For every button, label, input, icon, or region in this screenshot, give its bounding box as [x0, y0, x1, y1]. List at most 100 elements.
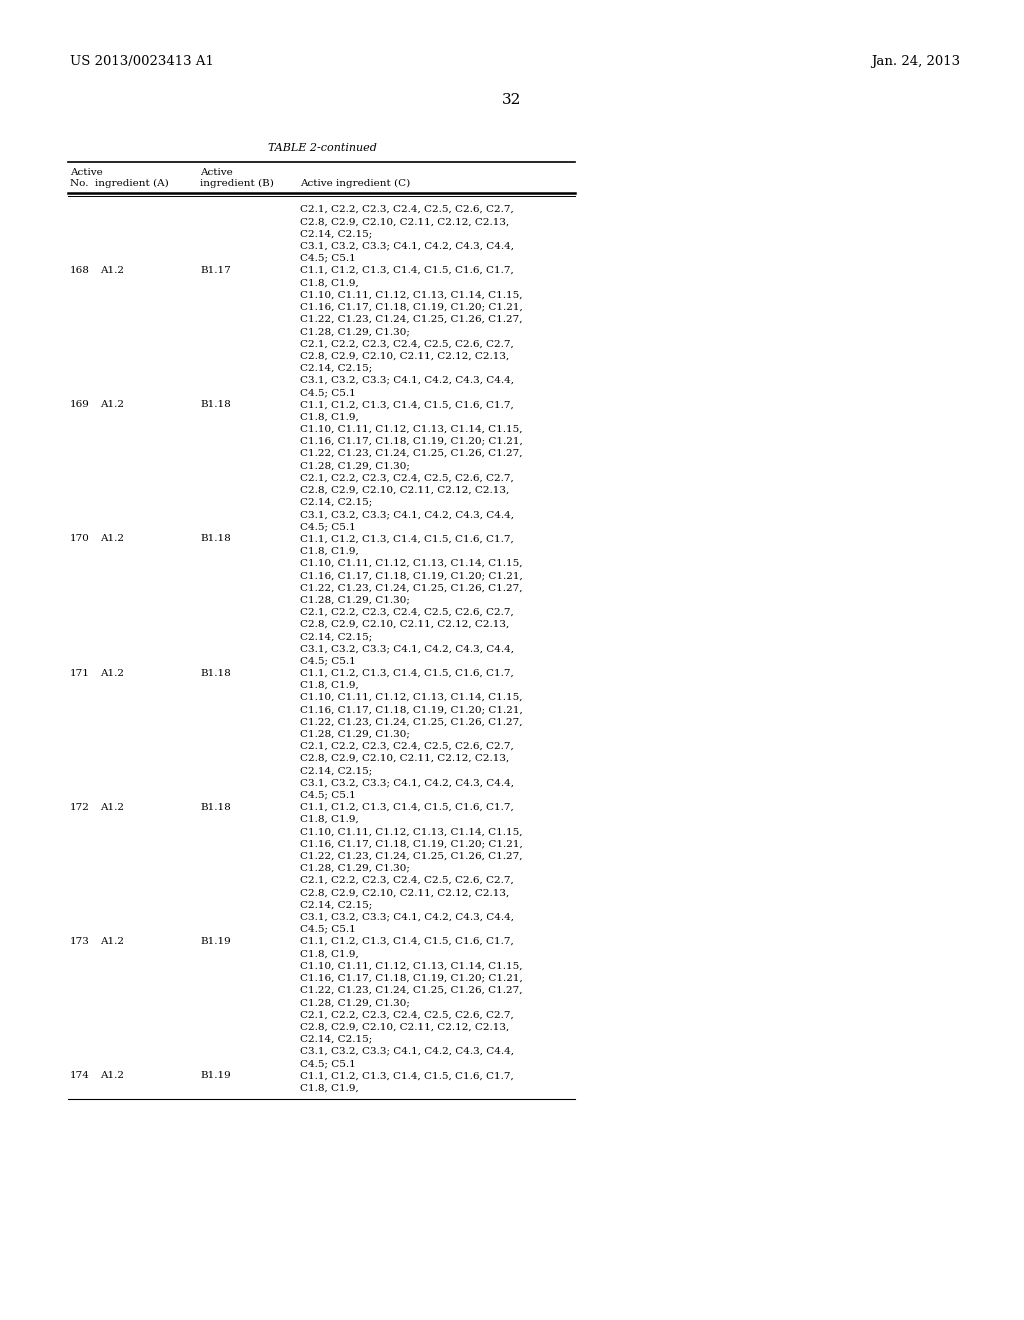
Text: C1.16, C1.17, C1.18, C1.19, C1.20; C1.21,: C1.16, C1.17, C1.18, C1.19, C1.20; C1.21… [300, 572, 522, 579]
Text: C1.22, C1.23, C1.24, C1.25, C1.26, C1.27,: C1.22, C1.23, C1.24, C1.25, C1.26, C1.27… [300, 583, 522, 593]
Text: 171: 171 [70, 669, 90, 677]
Text: B1.17: B1.17 [200, 267, 230, 275]
Text: C1.1, C1.2, C1.3, C1.4, C1.5, C1.6, C1.7,: C1.1, C1.2, C1.3, C1.4, C1.5, C1.6, C1.7… [300, 267, 514, 275]
Text: C1.28, C1.29, C1.30;: C1.28, C1.29, C1.30; [300, 327, 410, 337]
Text: 173: 173 [70, 937, 90, 946]
Text: C1.22, C1.23, C1.24, C1.25, C1.26, C1.27,: C1.22, C1.23, C1.24, C1.25, C1.26, C1.27… [300, 449, 522, 458]
Text: C1.10, C1.11, C1.12, C1.13, C1.14, C1.15,: C1.10, C1.11, C1.12, C1.13, C1.14, C1.15… [300, 558, 522, 568]
Text: C1.10, C1.11, C1.12, C1.13, C1.14, C1.15,: C1.10, C1.11, C1.12, C1.13, C1.14, C1.15… [300, 425, 522, 433]
Text: Active: Active [200, 168, 232, 177]
Text: C4.5; C5.1: C4.5; C5.1 [300, 253, 355, 263]
Text: C2.1, C2.2, C2.3, C2.4, C2.5, C2.6, C2.7,: C2.1, C2.2, C2.3, C2.4, C2.5, C2.6, C2.7… [300, 339, 514, 348]
Text: C3.1, C3.2, C3.3; C4.1, C4.2, C4.3, C4.4,: C3.1, C3.2, C3.3; C4.1, C4.2, C4.3, C4.4… [300, 1047, 514, 1056]
Text: C1.22, C1.23, C1.24, C1.25, C1.26, C1.27,: C1.22, C1.23, C1.24, C1.25, C1.26, C1.27… [300, 314, 522, 323]
Text: B1.18: B1.18 [200, 535, 230, 544]
Text: B1.18: B1.18 [200, 669, 230, 677]
Text: C1.10, C1.11, C1.12, C1.13, C1.14, C1.15,: C1.10, C1.11, C1.12, C1.13, C1.14, C1.15… [300, 693, 522, 702]
Text: B1.18: B1.18 [200, 803, 230, 812]
Text: C1.8, C1.9,: C1.8, C1.9, [300, 279, 358, 288]
Text: C1.16, C1.17, C1.18, C1.19, C1.20; C1.21,: C1.16, C1.17, C1.18, C1.19, C1.20; C1.21… [300, 437, 522, 446]
Text: A1.2: A1.2 [100, 669, 124, 677]
Text: C3.1, C3.2, C3.3; C4.1, C4.2, C4.3, C4.4,: C3.1, C3.2, C3.3; C4.1, C4.2, C4.3, C4.4… [300, 510, 514, 519]
Text: C1.8, C1.9,: C1.8, C1.9, [300, 1084, 358, 1093]
Text: C4.5; C5.1: C4.5; C5.1 [300, 388, 355, 397]
Text: Jan. 24, 2013: Jan. 24, 2013 [870, 55, 961, 69]
Text: C1.28, C1.29, C1.30;: C1.28, C1.29, C1.30; [300, 863, 410, 873]
Text: C1.16, C1.17, C1.18, C1.19, C1.20; C1.21,: C1.16, C1.17, C1.18, C1.19, C1.20; C1.21… [300, 705, 522, 714]
Text: C1.16, C1.17, C1.18, C1.19, C1.20; C1.21,: C1.16, C1.17, C1.18, C1.19, C1.20; C1.21… [300, 974, 522, 982]
Text: C2.8, C2.9, C2.10, C2.11, C2.12, C2.13,: C2.8, C2.9, C2.10, C2.11, C2.12, C2.13, [300, 351, 509, 360]
Text: C4.5; C5.1: C4.5; C5.1 [300, 656, 355, 665]
Text: C2.1, C2.2, C2.3, C2.4, C2.5, C2.6, C2.7,: C2.1, C2.2, C2.3, C2.4, C2.5, C2.6, C2.7… [300, 876, 514, 884]
Text: C2.8, C2.9, C2.10, C2.11, C2.12, C2.13,: C2.8, C2.9, C2.10, C2.11, C2.12, C2.13, [300, 1023, 509, 1031]
Text: C3.1, C3.2, C3.3; C4.1, C4.2, C4.3, C4.4,: C3.1, C3.2, C3.3; C4.1, C4.2, C4.3, C4.4… [300, 779, 514, 788]
Text: C4.5; C5.1: C4.5; C5.1 [300, 791, 355, 800]
Text: US 2013/0023413 A1: US 2013/0023413 A1 [70, 55, 214, 69]
Text: Active ingredient (C): Active ingredient (C) [300, 180, 411, 189]
Text: C2.14, C2.15;: C2.14, C2.15; [300, 363, 373, 372]
Text: C3.1, C3.2, C3.3; C4.1, C4.2, C4.3, C4.4,: C3.1, C3.2, C3.3; C4.1, C4.2, C4.3, C4.4… [300, 242, 514, 251]
Text: C1.22, C1.23, C1.24, C1.25, C1.26, C1.27,: C1.22, C1.23, C1.24, C1.25, C1.26, C1.27… [300, 717, 522, 726]
Text: A1.2: A1.2 [100, 267, 124, 275]
Text: A1.2: A1.2 [100, 1072, 124, 1080]
Text: B1.18: B1.18 [200, 400, 230, 409]
Text: B1.19: B1.19 [200, 1072, 230, 1080]
Text: C1.28, C1.29, C1.30;: C1.28, C1.29, C1.30; [300, 998, 410, 1007]
Text: C2.8, C2.9, C2.10, C2.11, C2.12, C2.13,: C2.8, C2.9, C2.10, C2.11, C2.12, C2.13, [300, 620, 509, 628]
Text: C4.5; C5.1: C4.5; C5.1 [300, 925, 355, 933]
Text: 168: 168 [70, 267, 90, 275]
Text: C1.16, C1.17, C1.18, C1.19, C1.20; C1.21,: C1.16, C1.17, C1.18, C1.19, C1.20; C1.21… [300, 302, 522, 312]
Text: A1.2: A1.2 [100, 400, 124, 409]
Text: C1.1, C1.2, C1.3, C1.4, C1.5, C1.6, C1.7,: C1.1, C1.2, C1.3, C1.4, C1.5, C1.6, C1.7… [300, 937, 514, 946]
Text: 32: 32 [503, 92, 521, 107]
Text: C2.1, C2.2, C2.3, C2.4, C2.5, C2.6, C2.7,: C2.1, C2.2, C2.3, C2.4, C2.5, C2.6, C2.7… [300, 205, 514, 214]
Text: C1.1, C1.2, C1.3, C1.4, C1.5, C1.6, C1.7,: C1.1, C1.2, C1.3, C1.4, C1.5, C1.6, C1.7… [300, 1072, 514, 1080]
Text: C2.14, C2.15;: C2.14, C2.15; [300, 900, 373, 909]
Text: C2.14, C2.15;: C2.14, C2.15; [300, 632, 373, 642]
Text: C2.8, C2.9, C2.10, C2.11, C2.12, C2.13,: C2.8, C2.9, C2.10, C2.11, C2.12, C2.13, [300, 754, 509, 763]
Text: C1.28, C1.29, C1.30;: C1.28, C1.29, C1.30; [300, 730, 410, 739]
Text: C2.1, C2.2, C2.3, C2.4, C2.5, C2.6, C2.7,: C2.1, C2.2, C2.3, C2.4, C2.5, C2.6, C2.7… [300, 474, 514, 482]
Text: C2.8, C2.9, C2.10, C2.11, C2.12, C2.13,: C2.8, C2.9, C2.10, C2.11, C2.12, C2.13, [300, 888, 509, 898]
Text: No.  ingredient (A): No. ingredient (A) [70, 180, 169, 189]
Text: C2.1, C2.2, C2.3, C2.4, C2.5, C2.6, C2.7,: C2.1, C2.2, C2.3, C2.4, C2.5, C2.6, C2.7… [300, 742, 514, 751]
Text: C1.1, C1.2, C1.3, C1.4, C1.5, C1.6, C1.7,: C1.1, C1.2, C1.3, C1.4, C1.5, C1.6, C1.7… [300, 535, 514, 544]
Text: C2.1, C2.2, C2.3, C2.4, C2.5, C2.6, C2.7,: C2.1, C2.2, C2.3, C2.4, C2.5, C2.6, C2.7… [300, 607, 514, 616]
Text: C2.14, C2.15;: C2.14, C2.15; [300, 766, 373, 775]
Text: C2.8, C2.9, C2.10, C2.11, C2.12, C2.13,: C2.8, C2.9, C2.10, C2.11, C2.12, C2.13, [300, 218, 509, 226]
Text: C3.1, C3.2, C3.3; C4.1, C4.2, C4.3, C4.4,: C3.1, C3.2, C3.3; C4.1, C4.2, C4.3, C4.4… [300, 376, 514, 385]
Text: TABLE 2-continued: TABLE 2-continued [267, 143, 377, 153]
Text: C2.8, C2.9, C2.10, C2.11, C2.12, C2.13,: C2.8, C2.9, C2.10, C2.11, C2.12, C2.13, [300, 486, 509, 495]
Text: C1.8, C1.9,: C1.8, C1.9, [300, 546, 358, 556]
Text: B1.19: B1.19 [200, 937, 230, 946]
Text: 174: 174 [70, 1072, 90, 1080]
Text: C1.1, C1.2, C1.3, C1.4, C1.5, C1.6, C1.7,: C1.1, C1.2, C1.3, C1.4, C1.5, C1.6, C1.7… [300, 400, 514, 409]
Text: C1.28, C1.29, C1.30;: C1.28, C1.29, C1.30; [300, 595, 410, 605]
Text: C1.8, C1.9,: C1.8, C1.9, [300, 412, 358, 421]
Text: C3.1, C3.2, C3.3; C4.1, C4.2, C4.3, C4.4,: C3.1, C3.2, C3.3; C4.1, C4.2, C4.3, C4.4… [300, 912, 514, 921]
Text: C1.10, C1.11, C1.12, C1.13, C1.14, C1.15,: C1.10, C1.11, C1.12, C1.13, C1.14, C1.15… [300, 828, 522, 836]
Text: C2.1, C2.2, C2.3, C2.4, C2.5, C2.6, C2.7,: C2.1, C2.2, C2.3, C2.4, C2.5, C2.6, C2.7… [300, 1010, 514, 1019]
Text: C1.1, C1.2, C1.3, C1.4, C1.5, C1.6, C1.7,: C1.1, C1.2, C1.3, C1.4, C1.5, C1.6, C1.7… [300, 669, 514, 677]
Text: C1.10, C1.11, C1.12, C1.13, C1.14, C1.15,: C1.10, C1.11, C1.12, C1.13, C1.14, C1.15… [300, 961, 522, 970]
Text: C1.16, C1.17, C1.18, C1.19, C1.20; C1.21,: C1.16, C1.17, C1.18, C1.19, C1.20; C1.21… [300, 840, 522, 849]
Text: C4.5; C5.1: C4.5; C5.1 [300, 523, 355, 531]
Text: 170: 170 [70, 535, 90, 544]
Text: A1.2: A1.2 [100, 937, 124, 946]
Text: C2.14, C2.15;: C2.14, C2.15; [300, 1035, 373, 1044]
Text: C1.8, C1.9,: C1.8, C1.9, [300, 681, 358, 690]
Text: 172: 172 [70, 803, 90, 812]
Text: C2.14, C2.15;: C2.14, C2.15; [300, 498, 373, 507]
Text: ingredient (B): ingredient (B) [200, 180, 273, 189]
Text: Active: Active [70, 168, 102, 177]
Text: A1.2: A1.2 [100, 535, 124, 544]
Text: C1.8, C1.9,: C1.8, C1.9, [300, 949, 358, 958]
Text: A1.2: A1.2 [100, 803, 124, 812]
Text: C1.8, C1.9,: C1.8, C1.9, [300, 814, 358, 824]
Text: 169: 169 [70, 400, 90, 409]
Text: C2.14, C2.15;: C2.14, C2.15; [300, 230, 373, 239]
Text: C1.22, C1.23, C1.24, C1.25, C1.26, C1.27,: C1.22, C1.23, C1.24, C1.25, C1.26, C1.27… [300, 986, 522, 995]
Text: C4.5; C5.1: C4.5; C5.1 [300, 1059, 355, 1068]
Text: C1.1, C1.2, C1.3, C1.4, C1.5, C1.6, C1.7,: C1.1, C1.2, C1.3, C1.4, C1.5, C1.6, C1.7… [300, 803, 514, 812]
Text: C1.22, C1.23, C1.24, C1.25, C1.26, C1.27,: C1.22, C1.23, C1.24, C1.25, C1.26, C1.27… [300, 851, 522, 861]
